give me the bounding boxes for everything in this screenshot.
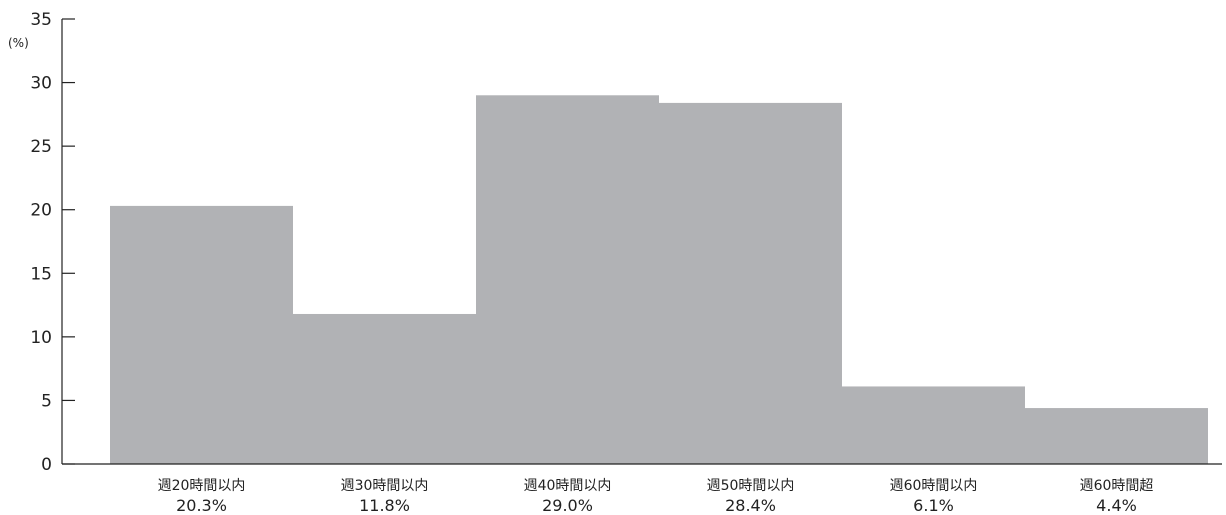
value-label: 28.4% — [725, 496, 776, 515]
y-tick-label: 15 — [30, 264, 52, 284]
category-label: 週40時間以内 — [524, 478, 612, 494]
bar — [842, 386, 1025, 464]
bar — [659, 102, 842, 465]
y-tick-label: 0 — [41, 455, 52, 475]
value-label: 20.3% — [176, 496, 227, 515]
bar — [476, 95, 659, 465]
y-tick-label: 10 — [30, 328, 52, 348]
category-labels: 週20時間以内 20.3% 週30時間以内 11.8% 週40時間以内 29.0% 週50時… — [158, 478, 1154, 515]
category-label: 週50時間以内 — [707, 478, 795, 494]
value-label: 4.4% — [1096, 496, 1137, 515]
value-label: 11.8% — [359, 496, 410, 515]
y-tick-label: 20 — [30, 201, 52, 221]
y-tick-label: 25 — [30, 137, 52, 157]
bars — [110, 95, 1208, 465]
y-axis-unit-label: (%) — [8, 36, 29, 50]
y-tick-label: 5 — [41, 391, 52, 411]
category-label: 週30時間以内 — [341, 478, 429, 494]
y-tick-label: 35 — [30, 10, 52, 30]
y-tick-label: 30 — [30, 74, 52, 94]
bar — [110, 205, 293, 464]
category-label: 週20時間以内 — [158, 478, 246, 494]
category-label: 週60時間超 — [1080, 478, 1154, 494]
value-label: 29.0% — [542, 496, 593, 515]
y-axis: 0 5 10 15 20 25 30 35 — [30, 10, 75, 475]
bar — [1025, 408, 1208, 464]
bar — [293, 313, 476, 464]
value-label: 6.1% — [913, 496, 954, 515]
category-label: 週60時間以内 — [890, 478, 978, 494]
